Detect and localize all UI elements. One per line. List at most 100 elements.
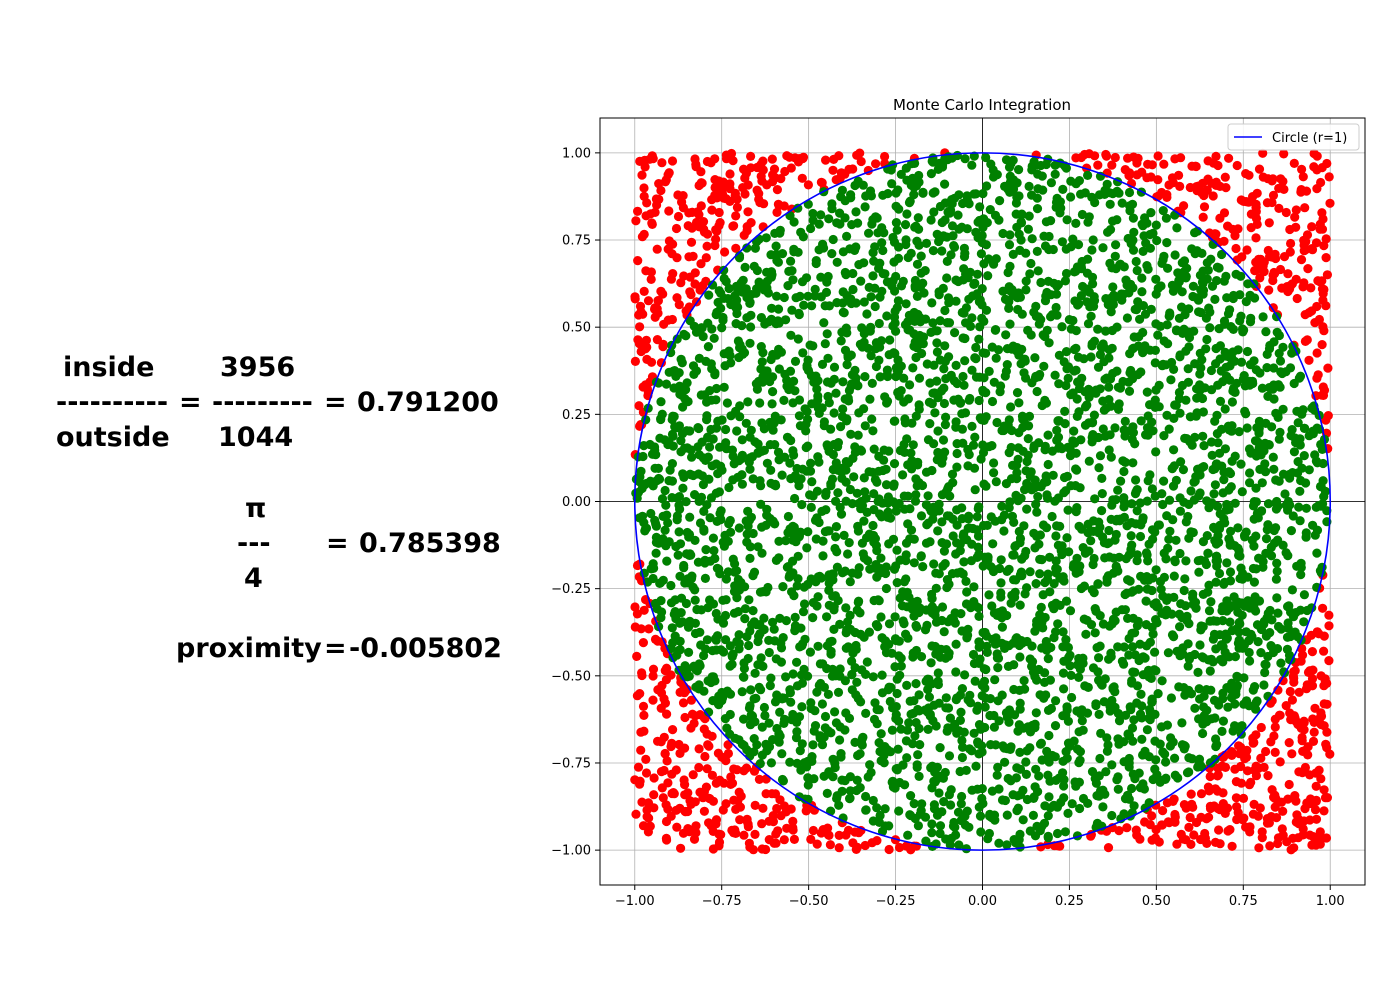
outside-point: [1322, 699, 1332, 709]
outside-point: [731, 243, 741, 253]
outside-point: [664, 236, 674, 246]
inside-point: [995, 196, 1005, 206]
outside-point: [1258, 148, 1268, 158]
inside-point: [1242, 423, 1252, 433]
inside-point: [978, 189, 988, 199]
inside-point: [755, 398, 765, 408]
inside-point: [1129, 227, 1139, 237]
ratio-value: 0.791200: [357, 387, 499, 418]
inside-point: [1147, 484, 1157, 494]
outside-point: [641, 335, 651, 345]
inside-point: [1293, 418, 1303, 428]
inside-point: [694, 659, 704, 669]
inside-point: [1090, 494, 1100, 504]
inside-point: [1039, 361, 1049, 371]
inside-point: [785, 383, 795, 393]
outside-point: [1323, 411, 1333, 421]
inside-point: [1043, 705, 1054, 716]
inside-point: [675, 636, 685, 647]
inside-point: [1087, 192, 1097, 202]
outside-point: [664, 206, 674, 216]
inside-point: [1131, 487, 1141, 497]
inside-point: [910, 496, 921, 506]
outside-point: [1309, 717, 1319, 728]
inside-point: [1198, 431, 1208, 441]
inside-point: [857, 740, 867, 750]
inside-point: [881, 480, 892, 490]
inside-point: [989, 810, 1000, 820]
inside-point: [1074, 299, 1084, 309]
inside-point: [1212, 276, 1222, 286]
inside-point: [823, 689, 833, 700]
inside-point: [827, 199, 837, 209]
inside-point: [713, 469, 723, 479]
outside-point: [770, 789, 781, 799]
inside-point: [1288, 511, 1298, 521]
inside-point: [785, 757, 795, 767]
inside-point: [663, 518, 673, 528]
outside-point: [646, 267, 656, 277]
inside-point: [1151, 220, 1161, 230]
inside-point: [1110, 702, 1120, 712]
outside-point: [662, 709, 672, 719]
inside-point: [1107, 619, 1117, 629]
inside-point: [1196, 621, 1206, 631]
inside-point: [1144, 798, 1154, 808]
inside-point: [1245, 317, 1256, 327]
inside-point: [1219, 276, 1229, 286]
inside-point: [1119, 512, 1129, 522]
inside-point: [1125, 368, 1135, 378]
inside-point: [748, 571, 758, 581]
inside-point: [964, 294, 974, 304]
inside-point: [1029, 441, 1039, 451]
inside-point: [793, 203, 803, 213]
inside-point: [1142, 641, 1152, 651]
inside-point: [1088, 559, 1098, 570]
inside-point: [935, 316, 945, 326]
inside-point: [1151, 274, 1161, 284]
inside-point: [1005, 744, 1015, 755]
inside-point: [969, 728, 979, 738]
outside-point: [1191, 817, 1202, 828]
outside-point: [672, 822, 682, 832]
outside-point: [1305, 830, 1315, 840]
outside-point: [743, 207, 753, 217]
inside-point: [866, 351, 876, 361]
outside-point: [702, 156, 712, 167]
inside-point: [1284, 650, 1295, 661]
inside-point: [1073, 240, 1084, 250]
inside-point: [1005, 261, 1015, 271]
inside-point: [1069, 267, 1079, 277]
outside-point: [635, 301, 646, 311]
inside-point: [759, 424, 769, 434]
inside-point: [745, 338, 755, 348]
inside-point: [774, 536, 784, 546]
inside-point: [852, 488, 862, 498]
inside-point: [748, 528, 758, 539]
inside-point: [684, 671, 694, 681]
inside-point: [1134, 332, 1144, 342]
inside-point: [1091, 699, 1101, 709]
inside-point: [927, 828, 937, 838]
inside-point: [1137, 734, 1147, 744]
inside-point: [746, 310, 756, 320]
inside-point: [1128, 343, 1138, 353]
inside-point: [1119, 642, 1129, 652]
inside-point: [814, 219, 824, 229]
inside-point: [1026, 258, 1036, 269]
outside-point: [673, 211, 684, 222]
inside-point: [892, 578, 902, 588]
outside-point: [834, 843, 844, 853]
inside-point: [1166, 693, 1176, 703]
inside-point: [891, 218, 901, 228]
outside-point: [906, 845, 916, 855]
outside-point: [653, 296, 663, 306]
inside-point: [860, 372, 870, 382]
inside-point: [876, 553, 886, 563]
inside-point: [1210, 294, 1220, 304]
inside-point: [941, 653, 951, 663]
outside-points-series: [630, 148, 1335, 855]
inside-point: [1165, 741, 1175, 751]
inside-point: [824, 767, 834, 777]
inside-point: [708, 533, 718, 543]
